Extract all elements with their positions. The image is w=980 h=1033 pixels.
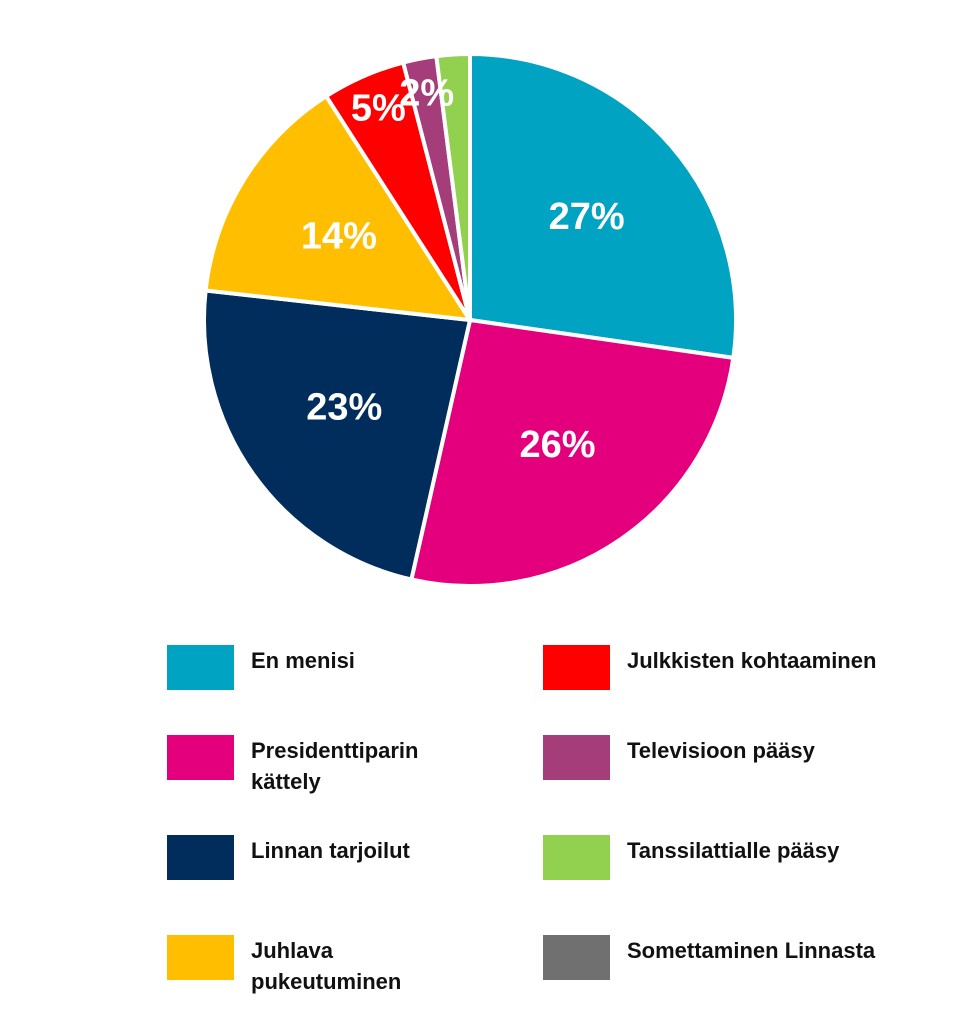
legend-swatch: [543, 645, 610, 690]
legend-swatch: [543, 935, 610, 980]
legend-label: Televisioon pääsy: [627, 738, 815, 763]
legend-item: Somettaminen Linnasta: [543, 935, 889, 980]
pie-slice: [202, 288, 473, 582]
legend-label: Julkkisten kohtaaminen: [627, 648, 877, 673]
legend-item: Tanssilattialle pääsy: [543, 835, 889, 880]
pie-slice: [203, 93, 474, 323]
legend-item: En menisi: [167, 645, 466, 690]
legend-swatch: [543, 835, 610, 880]
legend-label: Tanssilattialle pääsy: [627, 838, 840, 863]
legend-swatch: [543, 735, 610, 780]
legend-swatch: [167, 935, 234, 980]
pie-slice: [434, 51, 472, 321]
legend-item: Juhlava pukeutuminen: [167, 935, 466, 997]
value-label: 27%: [549, 196, 625, 238]
legend-item: Linnan tarjoilut: [167, 835, 466, 880]
legend-label: Somettaminen Linnasta: [627, 938, 876, 963]
legend-swatch: [167, 645, 234, 690]
legend-swatch: [167, 835, 234, 880]
value-label: 23%: [306, 387, 382, 429]
legend-item: Televisioon pääsy: [543, 735, 889, 780]
value-label: 5%: [351, 87, 406, 129]
pie-slice: [409, 317, 736, 588]
value-label: 2%: [399, 72, 454, 114]
pie-chart: 27% 26% 23% 14% 5%2%: [202, 51, 738, 588]
legend-item: Presidenttiparin kättely: [167, 735, 466, 797]
legend-label: Juhlava pukeutuminen: [251, 938, 402, 994]
value-label: 26%: [519, 424, 595, 466]
pie-slice: [468, 51, 738, 361]
legend-item: Julkkisten kohtaaminen: [543, 645, 889, 690]
value-label: 14%: [301, 216, 377, 258]
legend-swatch: [167, 735, 234, 780]
legend-label: En menisi: [251, 648, 355, 673]
legend-label: Linnan tarjoilut: [251, 838, 410, 863]
legend-label: Presidenttiparin kättely: [251, 738, 419, 794]
